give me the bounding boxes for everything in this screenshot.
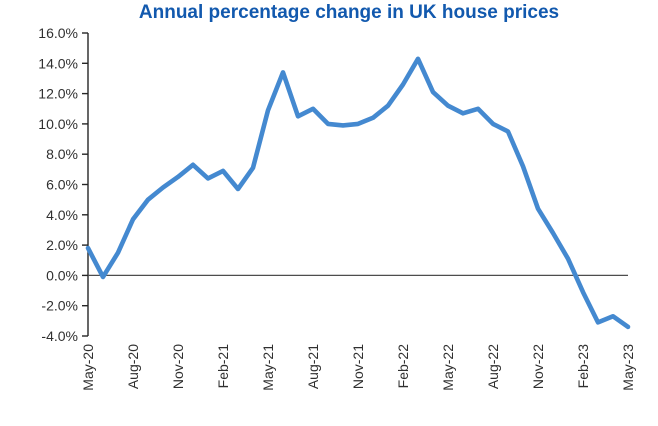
- y-tick-label: 2.0%: [46, 237, 78, 253]
- y-tick-label: 16.0%: [38, 25, 78, 41]
- y-tick-label: 0.0%: [46, 267, 78, 283]
- y-tick-label: 8.0%: [46, 146, 78, 162]
- x-tick-label: Feb-21: [215, 344, 231, 389]
- series-line-house-prices: [85, 56, 631, 330]
- x-tick-label: May-21: [260, 344, 276, 391]
- x-tick-label: Feb-23: [575, 344, 591, 389]
- x-tick-label: Feb-22: [395, 344, 411, 389]
- y-tick-label: 6.0%: [46, 177, 78, 193]
- y-tick-label: -2.0%: [41, 298, 78, 314]
- y-tick-label: 12.0%: [38, 86, 78, 102]
- x-tick-label: Aug-22: [485, 344, 501, 389]
- chart-title: Annual percentage change in UK house pri…: [138, 2, 560, 23]
- x-tick-label: Aug-20: [125, 344, 141, 389]
- x-tick-label: Nov-22: [530, 344, 546, 389]
- x-tick-label: May-20: [80, 344, 96, 391]
- y-tick-label: 10.0%: [38, 116, 78, 132]
- y-tick-label: 14.0%: [38, 55, 78, 71]
- x-tick-label: Aug-21: [305, 344, 321, 389]
- x-tick-label: Nov-21: [350, 344, 366, 389]
- y-tick-label: -4.0%: [41, 328, 78, 344]
- x-tick-label: Nov-20: [170, 344, 186, 389]
- y-tick-label: 4.0%: [46, 207, 78, 223]
- x-tick-label: May-23: [620, 344, 636, 391]
- x-tick-label: May-22: [440, 344, 456, 391]
